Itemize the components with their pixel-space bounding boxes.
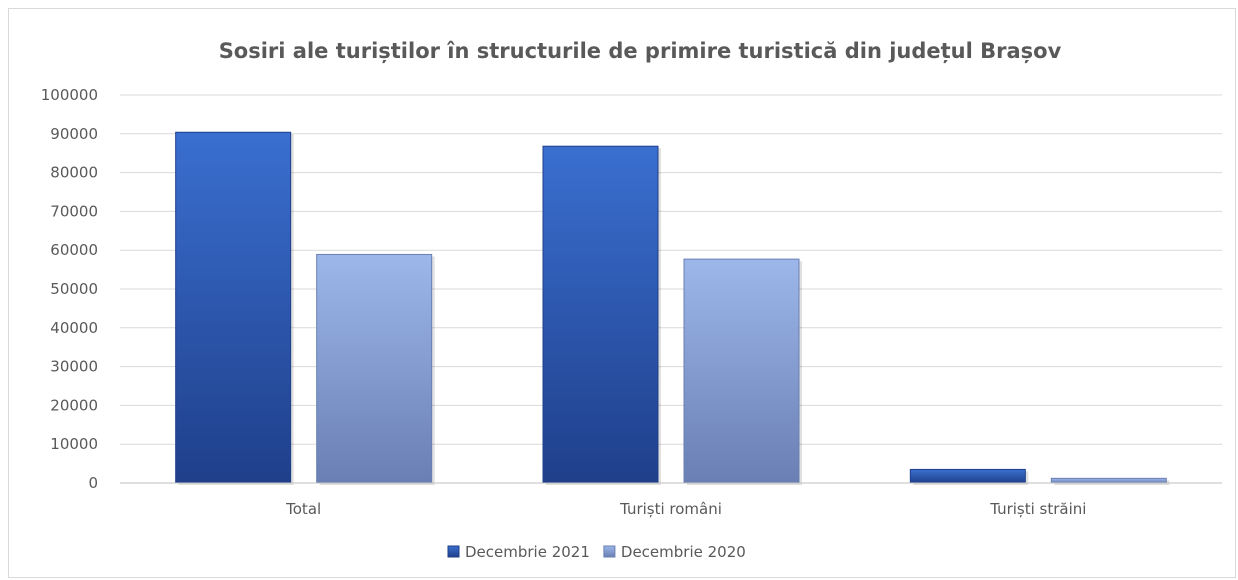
legend: Decembrie 2021 Decembrie 2020 xyxy=(447,543,746,561)
legend-label: Decembrie 2021 xyxy=(465,543,590,561)
y-tick-label: 30000 xyxy=(50,358,98,376)
bar-turi-ti-rom-ni-series-1 xyxy=(683,258,800,484)
y-tick-label: 100000 xyxy=(41,86,98,104)
y-axis-ticks: 0 10000 20000 30000 40000 50000 60000 70000 8000… xyxy=(41,86,98,492)
y-tick-label: 70000 xyxy=(50,202,98,220)
bar-turi-ti-str-ini-series-0 xyxy=(909,468,1026,484)
bar-turi-ti-rom-ni-series-0 xyxy=(542,145,659,484)
x-axis-categories: Total Turiști români Turiști străini xyxy=(285,500,1086,518)
legend-label: Decembrie 2020 xyxy=(621,543,746,561)
bar-turi-ti-str-ini-series-1 xyxy=(1050,477,1167,484)
y-tick-label: 50000 xyxy=(50,280,98,298)
y-tick-label: 10000 xyxy=(50,435,98,453)
y-tick-label: 90000 xyxy=(50,125,98,143)
chart-title: Sosiri ale turiștilor în structurile de … xyxy=(219,39,1062,64)
x-category-label: Total xyxy=(285,500,321,518)
x-category-label: Turiști străini xyxy=(989,500,1086,518)
y-tick-label: 20000 xyxy=(50,396,98,414)
y-tick-label: 0 xyxy=(88,474,98,492)
bars xyxy=(175,131,1170,486)
y-tick-label: 60000 xyxy=(50,241,98,259)
y-tick-label: 40000 xyxy=(50,319,98,337)
legend-swatch xyxy=(447,545,460,558)
y-tick-label: 80000 xyxy=(50,164,98,182)
legend-swatch xyxy=(603,545,616,558)
x-category-label: Turiști români xyxy=(619,500,722,518)
gridlines xyxy=(120,94,1222,445)
bar-total-series-1 xyxy=(316,253,433,484)
bar-total-series-0 xyxy=(175,131,292,484)
